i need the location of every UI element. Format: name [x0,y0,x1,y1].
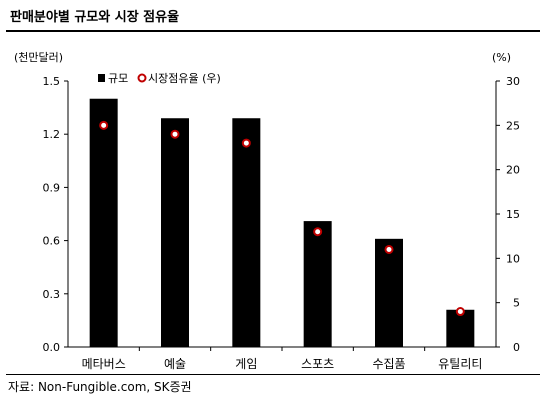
bar-3 [232,118,261,348]
left-tick-label: 1.5 [43,75,61,88]
left-tick-label: 0.0 [43,341,61,354]
category-label: 메타버스 [82,357,126,371]
right-tick-label: 15 [506,208,520,221]
bar-5 [375,238,403,347]
legend-bar-label: 규모 [108,72,128,85]
source-note: 자료: Non-Fungible.com, SK증권 [8,380,192,394]
category-label: 예술 [164,357,186,371]
chart-title: 판매분야별 규모와 시장 점유율 [10,10,180,25]
right-tick-label: 5 [513,297,520,310]
right-tick-label: 30 [506,75,520,88]
right-tick-label: 0 [513,341,520,354]
bar-2 [161,118,189,348]
title-divider [6,30,540,32]
left-tick-label: 0.9 [43,181,61,194]
share-marker-4 [313,227,323,237]
right-tick-label: 20 [506,164,520,177]
legend-marker-label: 시장점유율 (우) [148,72,221,85]
share-marker-6 [455,307,465,317]
footer-divider [6,374,540,375]
right-axis-unit: (%) [492,51,511,64]
category-label: 유틸리티 [438,357,482,371]
bar-1 [89,98,118,347]
left-axis-unit: (천만달러) [14,50,63,64]
legend-bar-swatch [98,74,105,82]
left-tick-label: 0.6 [43,235,61,248]
share-marker-2 [170,129,180,139]
category-label: 스포츠 [301,357,334,371]
legend-marker-swatch [137,73,147,83]
category-label: 게임 [235,357,257,371]
share-marker-1 [99,120,109,130]
share-marker-3 [241,138,251,148]
category-label: 수집품 [372,357,405,371]
left-tick-label: 0.3 [43,288,61,301]
bar-4 [303,221,332,347]
left-tick-label: 1.2 [43,128,61,141]
right-tick-label: 25 [506,119,520,132]
legend: 규모 시장점유율 (우) [98,72,221,85]
right-tick-label: 10 [506,252,520,265]
share-marker-5 [384,244,394,254]
